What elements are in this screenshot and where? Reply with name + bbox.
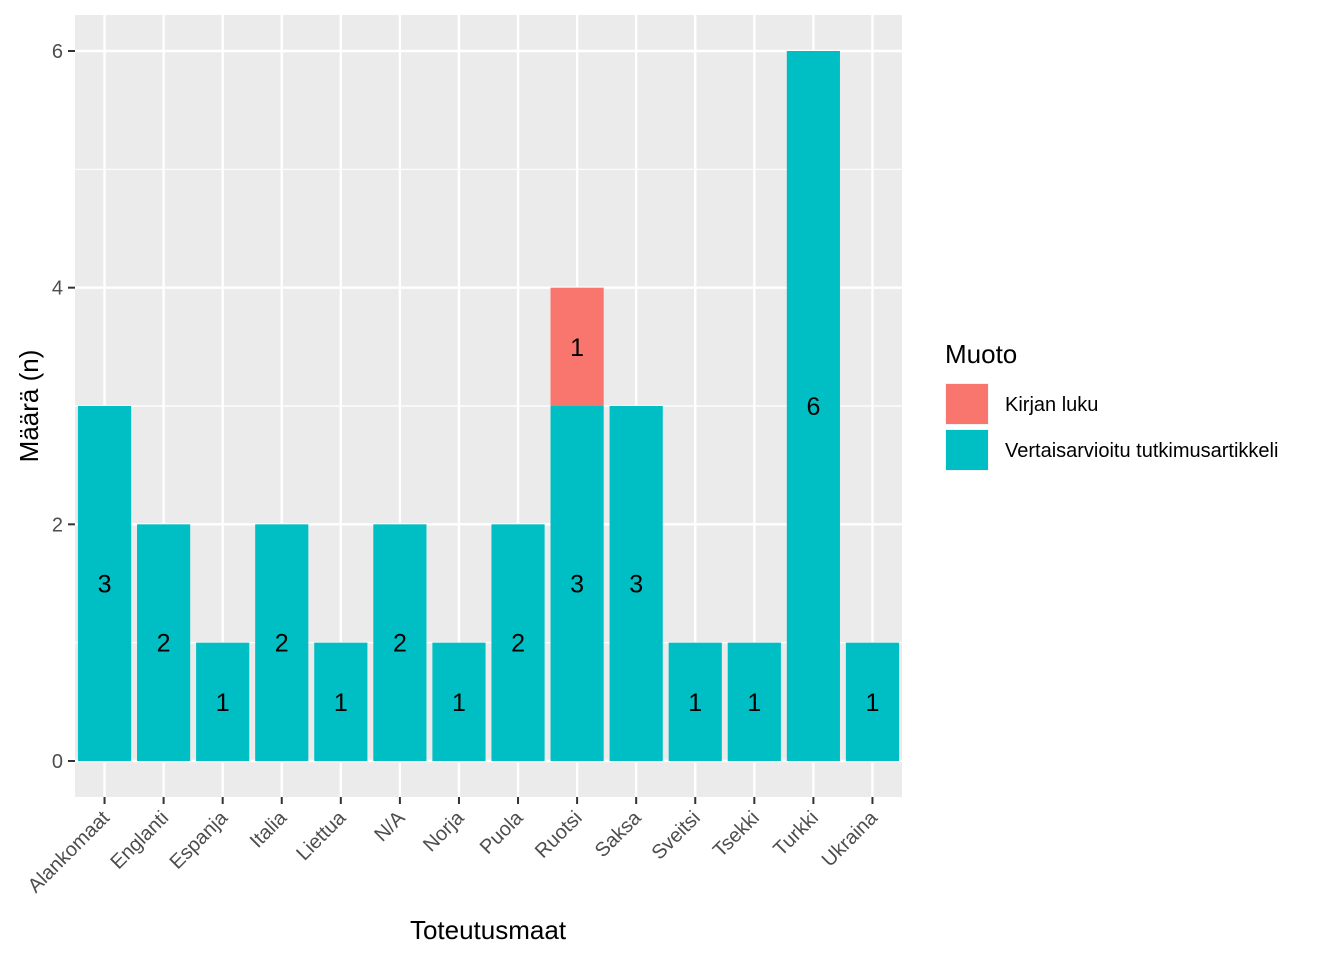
legend-key: [946, 430, 988, 470]
y-tick-label: 0: [52, 751, 63, 773]
y-tick-label: 2: [52, 514, 63, 536]
bar: [845, 642, 900, 761]
x-tick-label: Espanja: [166, 806, 233, 873]
bar-value-label: 3: [629, 571, 643, 599]
bar-value-label: 2: [157, 630, 171, 658]
x-tick-label: Ukraina: [818, 806, 883, 871]
bar: [491, 524, 545, 761]
x-tick-label: Liettua: [292, 806, 351, 865]
legend-title: Muoto: [945, 339, 1017, 369]
y-tick-label: 6: [52, 41, 63, 63]
bar-value-label: 1: [570, 334, 584, 362]
bar: [609, 406, 663, 761]
bar: [550, 287, 604, 406]
bar: [137, 524, 191, 761]
bar: [77, 406, 132, 761]
bar-value-label: 6: [806, 393, 820, 421]
x-tick-label: Puola: [476, 806, 528, 858]
bar: [432, 642, 486, 761]
x-tick-label: Norja: [419, 806, 469, 856]
bar-value-label: 3: [570, 571, 584, 599]
x-tick-label: Saksa: [591, 806, 646, 861]
x-tick-label: Ruotsi: [531, 807, 587, 863]
x-tick-label: Tsekki: [709, 807, 764, 862]
bar: [727, 642, 781, 761]
legend-label: Vertaisarvioitu tutkimusartikkeli: [1005, 440, 1278, 462]
legend: Muoto Kirjan luku Vertaisarvioitu tutkimu…: [945, 339, 1278, 471]
bar: [668, 642, 722, 761]
bars: [77, 51, 900, 761]
x-tick-label: Italia: [246, 806, 292, 852]
x-tick-label: N/A: [370, 807, 410, 847]
bar-value-label: 1: [688, 689, 702, 717]
bar: [314, 642, 368, 761]
bar: [550, 406, 604, 761]
bar: [255, 524, 309, 761]
bar-value-label: 1: [866, 689, 880, 717]
x-axis-title: Toteutusmaat: [410, 915, 567, 945]
y-axis: 0 2 4 6: [52, 41, 75, 773]
x-tick-label: Sveitsi: [648, 807, 705, 864]
y-axis-title: Määrä (n): [14, 350, 44, 463]
bar-value-label: 1: [452, 689, 466, 717]
x-tick-label: Turkki: [769, 807, 823, 861]
legend-label: Kirjan luku: [1005, 394, 1098, 416]
bar-value-label: 3: [98, 571, 112, 599]
bar-value-label: 1: [747, 689, 761, 717]
bar-value-label: 1: [334, 689, 348, 717]
bar: [373, 524, 427, 761]
bar-value-label: 2: [511, 630, 525, 658]
x-tick-label: Englanti: [106, 807, 173, 874]
bar-value-label: 2: [275, 630, 289, 658]
bar: [786, 51, 840, 761]
x-tick-label: Alankomaat: [24, 807, 115, 898]
y-tick-label: 4: [52, 278, 63, 300]
bar-value-label: 1: [216, 689, 230, 717]
legend-key: [946, 384, 988, 424]
bar: [196, 642, 250, 761]
bar-value-label: 2: [393, 630, 407, 658]
